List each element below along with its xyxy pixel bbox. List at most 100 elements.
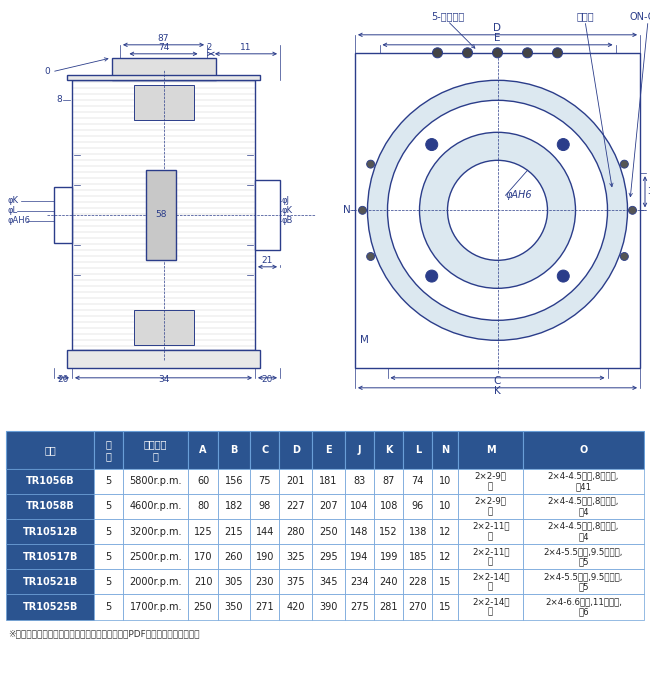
FancyBboxPatch shape: [94, 595, 123, 620]
FancyBboxPatch shape: [123, 432, 188, 469]
FancyBboxPatch shape: [250, 569, 280, 595]
Text: 156: 156: [225, 476, 243, 486]
FancyBboxPatch shape: [218, 569, 250, 595]
Circle shape: [367, 80, 627, 340]
FancyBboxPatch shape: [345, 595, 374, 620]
Text: 83: 83: [354, 476, 366, 486]
Text: 2×2-14キ
リ: 2×2-14キ リ: [472, 572, 510, 592]
Text: 215: 215: [225, 526, 243, 537]
Text: 350: 350: [225, 602, 243, 612]
FancyBboxPatch shape: [312, 432, 345, 469]
Circle shape: [557, 138, 569, 151]
FancyBboxPatch shape: [123, 595, 188, 620]
Text: 228: 228: [408, 577, 427, 587]
Text: 2×2-9キ
リ: 2×2-9キ リ: [474, 471, 506, 491]
Text: 207: 207: [319, 501, 338, 511]
Text: 108: 108: [380, 501, 398, 511]
Text: 37: 37: [647, 187, 650, 196]
Text: 96: 96: [411, 501, 424, 511]
Text: 104: 104: [350, 501, 369, 511]
Text: 98: 98: [259, 501, 271, 511]
Text: N: N: [343, 205, 351, 215]
FancyBboxPatch shape: [188, 494, 218, 519]
Text: 最高回転
数: 最高回転 数: [144, 439, 168, 461]
FancyBboxPatch shape: [250, 595, 280, 620]
Text: 230: 230: [255, 577, 274, 587]
Text: 2×4-5.5キリ,9.5ザグリ,
深5: 2×4-5.5キリ,9.5ザグリ, 深5: [544, 572, 623, 592]
FancyBboxPatch shape: [123, 494, 188, 519]
FancyBboxPatch shape: [250, 544, 280, 569]
FancyBboxPatch shape: [403, 569, 432, 595]
FancyBboxPatch shape: [312, 544, 345, 569]
Text: TR10517B: TR10517B: [23, 552, 78, 562]
Text: 2500r.p.m.: 2500r.p.m.: [129, 552, 182, 562]
FancyBboxPatch shape: [523, 494, 644, 519]
Text: TR10521B: TR10521B: [23, 577, 78, 587]
FancyBboxPatch shape: [523, 595, 644, 620]
FancyBboxPatch shape: [312, 569, 345, 595]
Text: TR10512B: TR10512B: [23, 526, 78, 537]
FancyBboxPatch shape: [458, 494, 523, 519]
FancyBboxPatch shape: [218, 544, 250, 569]
FancyBboxPatch shape: [280, 469, 312, 494]
Text: 3200r.p.m.: 3200r.p.m.: [129, 526, 182, 537]
FancyBboxPatch shape: [432, 494, 458, 519]
FancyBboxPatch shape: [188, 432, 218, 469]
FancyBboxPatch shape: [345, 469, 374, 494]
Circle shape: [620, 160, 629, 168]
Circle shape: [359, 206, 367, 215]
FancyBboxPatch shape: [432, 544, 458, 569]
Text: 74: 74: [411, 476, 424, 486]
Text: 87: 87: [382, 476, 395, 486]
Text: C: C: [261, 445, 268, 455]
FancyBboxPatch shape: [312, 595, 345, 620]
Polygon shape: [133, 85, 194, 120]
Text: 2×2-9キ
リ: 2×2-9キ リ: [474, 496, 506, 516]
FancyBboxPatch shape: [458, 544, 523, 569]
FancyBboxPatch shape: [94, 494, 123, 519]
Text: 74: 74: [158, 43, 169, 52]
Text: 190: 190: [255, 552, 274, 562]
Text: 234: 234: [350, 577, 369, 587]
Text: M: M: [360, 335, 369, 345]
Text: 194: 194: [350, 552, 369, 562]
Polygon shape: [146, 170, 176, 260]
Circle shape: [426, 270, 437, 282]
FancyBboxPatch shape: [6, 432, 94, 469]
Text: C: C: [494, 376, 501, 386]
Text: TR10525B: TR10525B: [23, 602, 78, 612]
FancyBboxPatch shape: [432, 469, 458, 494]
FancyBboxPatch shape: [458, 569, 523, 595]
FancyBboxPatch shape: [6, 469, 94, 494]
FancyBboxPatch shape: [94, 432, 123, 469]
FancyBboxPatch shape: [218, 432, 250, 469]
Text: φK: φK: [282, 206, 293, 215]
Text: D: D: [493, 22, 502, 33]
Text: K: K: [494, 386, 501, 396]
Text: 12: 12: [439, 526, 451, 537]
FancyBboxPatch shape: [250, 519, 280, 544]
FancyBboxPatch shape: [6, 595, 94, 620]
Text: 138: 138: [409, 526, 427, 537]
Text: 5: 5: [105, 526, 112, 537]
Text: D: D: [292, 445, 300, 455]
Text: 80: 80: [197, 501, 209, 511]
Circle shape: [447, 160, 547, 260]
FancyBboxPatch shape: [6, 494, 94, 519]
FancyBboxPatch shape: [218, 469, 250, 494]
FancyBboxPatch shape: [312, 469, 345, 494]
Text: 227: 227: [287, 501, 305, 511]
FancyBboxPatch shape: [374, 469, 403, 494]
Text: TR1058B: TR1058B: [26, 501, 75, 511]
Circle shape: [419, 132, 575, 288]
Text: 20: 20: [57, 375, 69, 384]
Circle shape: [557, 270, 569, 282]
Text: N: N: [441, 445, 449, 455]
Text: 2×2-11キ
リ: 2×2-11キ リ: [472, 547, 510, 567]
Text: 2×4-5.5キリ,9.5ザグリ,
深5: 2×4-5.5キリ,9.5ザグリ, 深5: [544, 547, 623, 567]
Text: 極
数: 極 数: [105, 439, 111, 461]
FancyBboxPatch shape: [403, 432, 432, 469]
Text: 181: 181: [319, 476, 338, 486]
Text: 148: 148: [350, 526, 369, 537]
Text: φK: φK: [7, 196, 18, 205]
